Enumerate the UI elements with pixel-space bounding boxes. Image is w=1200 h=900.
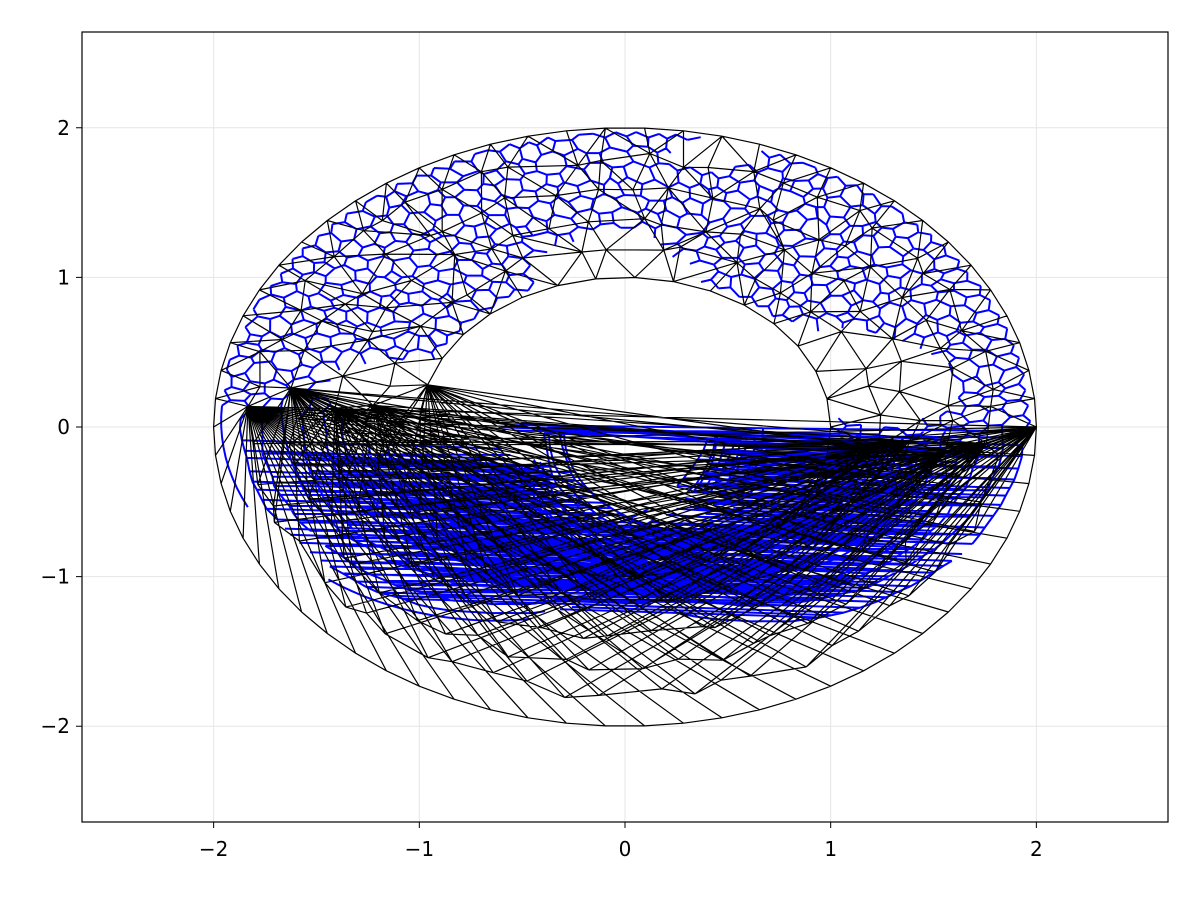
y-tick-label: 1 bbox=[57, 265, 70, 289]
y-tick-label: 0 bbox=[57, 415, 70, 439]
triangle-mesh-edges bbox=[213, 127, 1037, 727]
x-tick-label: 2 bbox=[1030, 837, 1043, 861]
axis-ticks: −2 −1 0 1 2 −2 −1 0 1 2 bbox=[41, 116, 1043, 861]
x-tick-label: 1 bbox=[824, 837, 837, 861]
x-tick-label: −2 bbox=[199, 837, 228, 861]
x-tick-label: −1 bbox=[405, 837, 434, 861]
y-tick-label: −2 bbox=[41, 714, 70, 738]
x-tick-label: 0 bbox=[619, 837, 632, 861]
y-tick-label: 2 bbox=[57, 116, 70, 140]
y-tick-label: −1 bbox=[41, 565, 70, 589]
triangle-edges bbox=[213, 127, 1037, 727]
